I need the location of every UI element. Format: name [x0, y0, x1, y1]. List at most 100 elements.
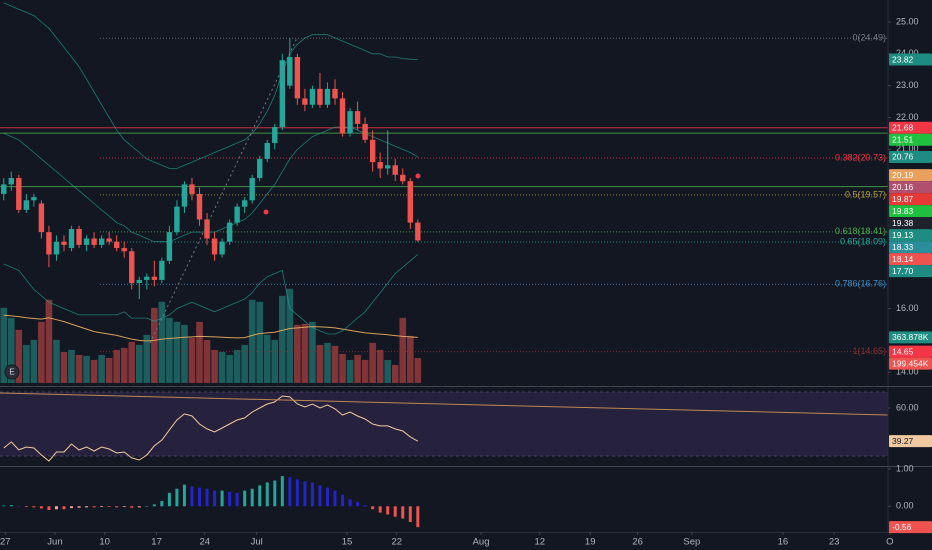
price-tag-label: 199.454K	[892, 358, 929, 368]
volume-bar	[399, 317, 407, 383]
volume-bar	[406, 335, 414, 383]
candle-body	[392, 165, 398, 175]
price-tag-label: 363.878K	[892, 332, 929, 342]
candle-body	[189, 184, 195, 194]
fib-trend-line	[149, 37, 298, 344]
price-tag-label: 19.87	[892, 194, 914, 204]
macd-bar	[341, 494, 345, 507]
macd-bar	[386, 506, 390, 515]
candle-body	[302, 98, 308, 105]
macd-bar	[17, 506, 21, 507]
y-tick-label: 14.00	[896, 367, 919, 377]
candle-body	[136, 279, 142, 284]
rsi-band	[0, 391, 888, 456]
macd-bar	[77, 506, 81, 508]
candle-body	[151, 276, 158, 280]
candle-body	[241, 200, 248, 207]
x-tick-label: 23	[829, 537, 840, 548]
candle-body	[287, 57, 293, 86]
macd-bar	[167, 492, 171, 507]
volume-bar	[354, 354, 361, 383]
volume-bar	[60, 351, 68, 383]
candle-body	[272, 127, 278, 143]
macd-bar	[152, 504, 156, 507]
price-tag-label: 20.16	[892, 182, 914, 192]
macd-bar	[250, 488, 254, 507]
volume-bar	[331, 345, 339, 383]
candle-body	[415, 222, 421, 241]
macd-bar	[213, 490, 217, 507]
volume-bar	[203, 339, 211, 383]
macd-bar	[137, 506, 141, 508]
fib-label: 0.786(16.76)	[835, 279, 886, 289]
macd-bar	[356, 502, 360, 507]
macd-bar	[220, 490, 224, 507]
macd-bar	[85, 506, 89, 508]
volume-bar	[376, 349, 384, 383]
volume-bar	[188, 337, 196, 383]
price-tag	[889, 133, 932, 146]
candle-body	[166, 232, 173, 261]
price-tag	[889, 253, 932, 266]
price-tag-label: 39.27	[892, 436, 914, 446]
price-tag	[889, 169, 932, 182]
price-tag-label: 19.38	[892, 218, 914, 228]
fib-label: 0.65(18.09)	[840, 236, 886, 246]
macd-bar	[175, 488, 179, 507]
candle-body	[159, 260, 165, 280]
band-line	[3, 254, 419, 335]
candle-body	[196, 193, 203, 220]
macd-bar	[401, 506, 405, 519]
volume-bar	[83, 355, 90, 383]
volume-bar	[45, 299, 53, 383]
volume-bar	[301, 323, 309, 383]
candle-body	[38, 203, 45, 233]
macd-bar	[348, 499, 352, 507]
candle-body	[1, 184, 7, 194]
price-tag	[889, 217, 932, 230]
candle-body	[309, 88, 316, 105]
volume-bar	[263, 334, 271, 383]
volume-bar	[135, 344, 143, 383]
macd-bar	[310, 482, 314, 507]
macd-bar	[54, 506, 58, 510]
price-tag-label: -0.56	[892, 522, 912, 532]
candle-body	[226, 222, 233, 242]
price-tag	[889, 331, 932, 344]
price-tag	[889, 193, 932, 206]
volume-bar	[361, 359, 369, 383]
macd-bar	[107, 506, 111, 508]
candle-body	[46, 232, 52, 255]
macd-bar	[115, 506, 119, 508]
volume-bar	[391, 364, 399, 383]
volume-bar	[128, 341, 136, 383]
price-tag-label: 14.65	[892, 346, 914, 356]
candle-body	[204, 219, 210, 239]
candle-body	[31, 197, 37, 201]
price-tag	[889, 357, 932, 370]
candle-body	[339, 98, 346, 134]
y-tick-label: 25.00	[896, 16, 919, 26]
volume-bar	[233, 349, 241, 383]
macd-bar	[39, 506, 43, 509]
volume-bar	[211, 349, 218, 383]
volume-bar	[113, 349, 120, 383]
candle-body	[249, 178, 255, 201]
candle-body	[369, 139, 376, 163]
rsi-trend-line	[0, 392, 889, 416]
rsi-line	[3, 395, 419, 462]
x-tick-label: Sep	[683, 537, 700, 548]
earnings-icon[interactable]	[4, 364, 20, 380]
volume-bar	[98, 354, 105, 383]
volume-bar	[90, 359, 98, 383]
volume-bar	[181, 324, 188, 383]
candle-body	[234, 206, 240, 223]
x-tick-label: 12	[534, 537, 545, 548]
macd-bar	[32, 506, 36, 508]
candle-body	[83, 238, 90, 245]
price-tag-label: 23.82	[892, 54, 914, 64]
macd-bar	[416, 506, 420, 528]
band-line	[3, 2, 418, 169]
candle-body	[23, 200, 30, 210]
